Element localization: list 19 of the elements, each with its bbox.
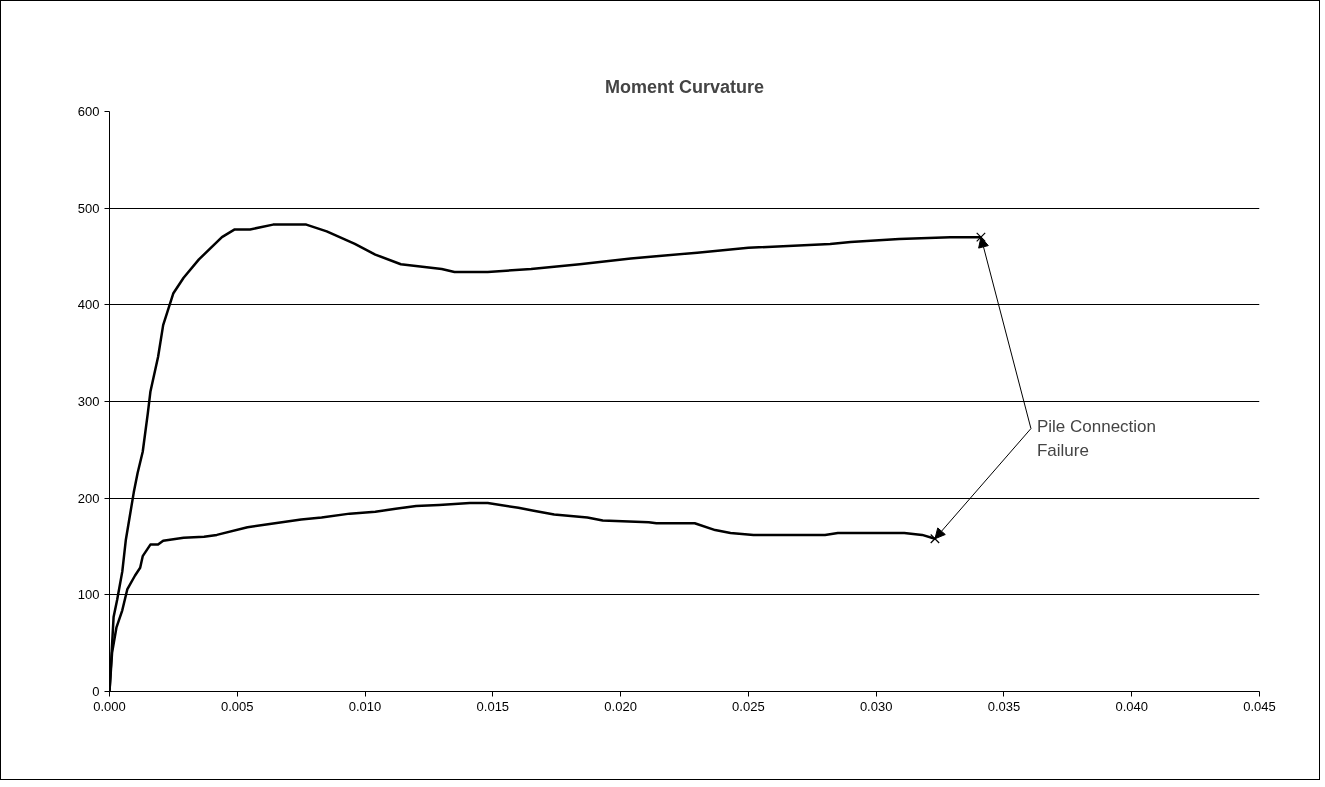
x-tick-label: 0.020 <box>604 698 637 714</box>
x-tick-label: 0.035 <box>987 698 1021 714</box>
x-tick-label: 0.000 <box>93 698 126 714</box>
y-tick-label: 500 <box>77 200 100 216</box>
y-tick-label: 200 <box>77 490 100 506</box>
y-tick-label: 100 <box>77 587 100 603</box>
y-tick-label: 0 <box>92 684 100 699</box>
y-tick-label: 400 <box>77 297 100 313</box>
x-tick-label: 0.015 <box>476 698 510 714</box>
x-tick-label: 0.025 <box>732 698 765 714</box>
x-tick-label: 0.040 <box>1115 698 1148 714</box>
x-tick-label: 0.005 <box>221 698 254 714</box>
y-tick-label: 600 <box>77 104 100 119</box>
chart-title: Moment Curvature <box>604 76 765 97</box>
x-tick-label: 0.030 <box>859 698 893 714</box>
y-tick-label: 300 <box>77 394 100 409</box>
x-tick-label: 0.045 <box>1243 698 1276 714</box>
x-tick-label: 0.010 <box>348 698 382 714</box>
annotation: Pile Connection Failure <box>1036 416 1157 461</box>
